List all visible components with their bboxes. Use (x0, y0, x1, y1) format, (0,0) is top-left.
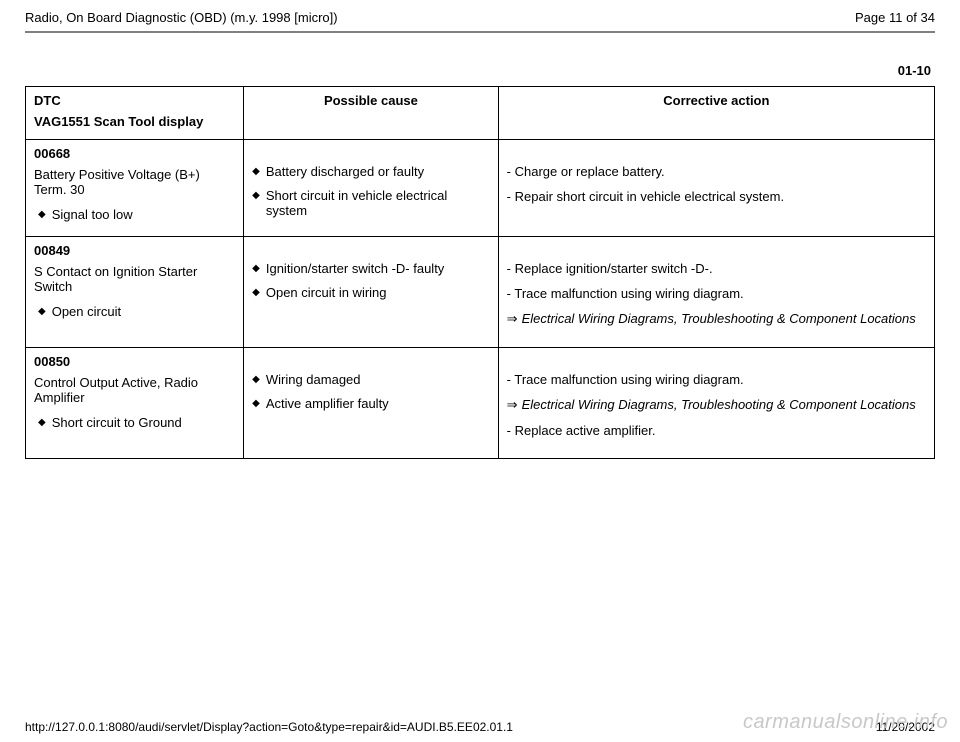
action-list: - Replace ignition/starter switch -D-. - … (507, 243, 926, 327)
page: Radio, On Board Diagnostic (OBD) (m.y. 1… (0, 0, 960, 459)
action-reference-text: Electrical Wiring Diagrams, Troubleshoot… (522, 311, 926, 327)
cell-dtc: 00849 S Contact on Ignition Starter Switc… (26, 237, 244, 348)
cause-list: ◆ Wiring damaged ◆ Active amplifier faulty (252, 354, 490, 412)
footer-url: http://127.0.0.1:8080/audi/servlet/Displ… (25, 720, 513, 734)
th-cause: Possible cause (244, 87, 499, 140)
cell-cause: ◆ Ignition/starter switch -D- faulty ◆ Open… (244, 237, 499, 348)
action-item: - Repair short circuit in vehicle electr… (507, 189, 926, 204)
dtc-table: DTC VAG1551 Scan Tool display Possible c… (25, 86, 935, 459)
action-reference: ⇒ Electrical Wiring Diagrams, Troublesho… (507, 397, 926, 413)
footer-line: http://127.0.0.1:8080/audi/servlet/Displ… (25, 720, 935, 734)
cell-action: - Replace ignition/starter switch -D-. - … (498, 237, 934, 348)
diamond-icon: ◆ (252, 285, 260, 301)
dtc-subtype-text: Short circuit to Ground (52, 415, 235, 430)
diamond-icon: ◆ (252, 372, 260, 388)
cell-action: - Charge or replace battery. - Repair sho… (498, 140, 934, 237)
dtc-description: Battery Positive Voltage (B+) Term. 30 (34, 167, 235, 197)
cell-dtc: 00668 Battery Positive Voltage (B+) Term.… (26, 140, 244, 237)
action-list: - Charge or replace battery. - Repair sho… (507, 146, 926, 204)
dtc-subtype: ◆ Signal too low (34, 207, 235, 223)
header-rule (25, 31, 935, 33)
table-row: 00668 Battery Positive Voltage (B+) Term.… (26, 140, 935, 237)
arrow-icon: ⇒ (507, 311, 518, 327)
action-item: - Replace ignition/starter switch -D-. (507, 261, 926, 276)
action-list: - Trace malfunction using wiring diagram… (507, 354, 926, 438)
cause-text: Short circuit in vehicle electrical syst… (266, 188, 490, 218)
cause-item: ◆ Ignition/starter switch -D- faulty (252, 261, 490, 277)
dtc-subtype-text: Signal too low (52, 207, 235, 222)
cause-text: Ignition/starter switch -D- faulty (266, 261, 490, 276)
diamond-icon: ◆ (252, 164, 260, 180)
cell-action: - Trace malfunction using wiring diagram… (498, 348, 934, 459)
arrow-icon: ⇒ (507, 397, 518, 413)
table-header-row: DTC VAG1551 Scan Tool display Possible c… (26, 87, 935, 140)
diamond-icon: ◆ (38, 304, 46, 320)
action-reference: ⇒ Electrical Wiring Diagrams, Troublesho… (507, 311, 926, 327)
cause-item: ◆ Short circuit in vehicle electrical sys… (252, 188, 490, 218)
dtc-subtype: ◆ Open circuit (34, 304, 235, 320)
action-reference-text: Electrical Wiring Diagrams, Troubleshoot… (522, 397, 926, 413)
cause-text: Active amplifier faulty (266, 396, 490, 411)
cause-item: ◆ Active amplifier faulty (252, 396, 490, 412)
diamond-icon: ◆ (38, 207, 46, 223)
table-row: 00849 S Contact on Ignition Starter Switc… (26, 237, 935, 348)
cell-cause: ◆ Battery discharged or faulty ◆ Short circ… (244, 140, 499, 237)
cause-text: Battery discharged or faulty (266, 164, 490, 179)
footer-date: 11/20/2002 (876, 720, 935, 734)
diamond-icon: ◆ (38, 415, 46, 431)
action-item: - Charge or replace battery. (507, 164, 926, 179)
cause-list: ◆ Ignition/starter switch -D- faulty ◆ Open… (252, 243, 490, 301)
table-row: 00850 Control Output Active, Radio Amplif… (26, 348, 935, 459)
dtc-description: Control Output Active, Radio Amplifier (34, 375, 235, 405)
cause-item: ◆ Battery discharged or faulty (252, 164, 490, 180)
cause-list: ◆ Battery discharged or faulty ◆ Short circ… (252, 146, 490, 218)
th-dtc: DTC VAG1551 Scan Tool display (26, 87, 244, 140)
th-dtc-line2: VAG1551 Scan Tool display (34, 114, 235, 129)
diamond-icon: ◆ (252, 261, 260, 277)
cause-text: Open circuit in wiring (266, 285, 490, 300)
dtc-description: S Contact on Ignition Starter Switch (34, 264, 235, 294)
diamond-icon: ◆ (252, 188, 260, 204)
dtc-code: 00668 (34, 146, 235, 161)
cell-dtc: 00850 Control Output Active, Radio Amplif… (26, 348, 244, 459)
dtc-subtype: ◆ Short circuit to Ground (34, 415, 235, 431)
dtc-subtype-text: Open circuit (52, 304, 235, 319)
page-header: Radio, On Board Diagnostic (OBD) (m.y. 1… (25, 10, 935, 31)
diamond-icon: ◆ (252, 396, 260, 412)
action-item: - Trace malfunction using wiring diagram… (507, 286, 926, 301)
cause-item: ◆ Open circuit in wiring (252, 285, 490, 301)
cause-item: ◆ Wiring damaged (252, 372, 490, 388)
action-item: - Replace active amplifier. (507, 423, 926, 438)
cell-cause: ◆ Wiring damaged ◆ Active amplifier faulty (244, 348, 499, 459)
th-action: Corrective action (498, 87, 934, 140)
action-item: - Trace malfunction using wiring diagram… (507, 372, 926, 387)
page-number: Page 11 of 34 (855, 10, 935, 25)
dtc-code: 00849 (34, 243, 235, 258)
doc-title: Radio, On Board Diagnostic (OBD) (m.y. 1… (25, 10, 338, 25)
page-footer: http://127.0.0.1:8080/audi/servlet/Displ… (25, 720, 935, 734)
table-body: 00668 Battery Positive Voltage (B+) Term.… (26, 140, 935, 459)
section-number: 01-10 (25, 63, 935, 78)
th-dtc-line1: DTC (34, 93, 235, 108)
cause-text: Wiring damaged (266, 372, 490, 387)
dtc-code: 00850 (34, 354, 235, 369)
